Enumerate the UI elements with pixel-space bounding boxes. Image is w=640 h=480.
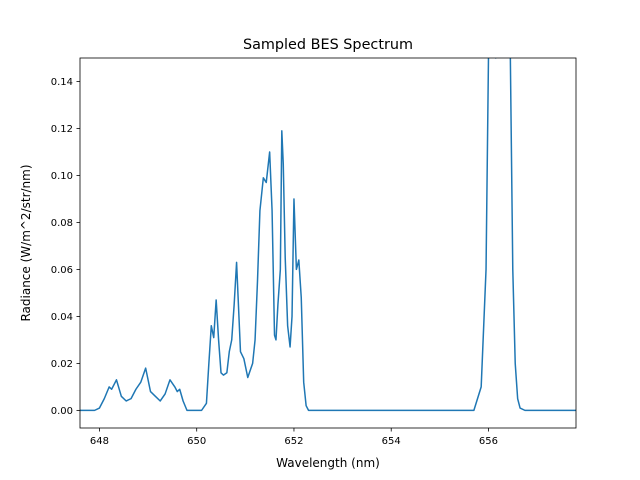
series-line-0	[80, 58, 576, 412]
x-tick-label: 652	[284, 436, 303, 447]
plot-frame	[79, 57, 577, 429]
y-tick-label: 0.06	[51, 265, 73, 276]
data-lines	[80, 58, 576, 412]
y-tick-label: 0.08	[51, 218, 73, 229]
y-tick-label: 0.12	[51, 124, 73, 135]
y-axis-label: Radiance (W/m^2/str/nm)	[19, 164, 33, 321]
x-tick-label: 650	[187, 436, 206, 447]
y-tick-label: 0.14	[51, 77, 73, 88]
x-tick-label: 654	[382, 436, 401, 447]
plot-area	[80, 58, 576, 428]
x-ticks: 648 650 652 654 656	[90, 428, 498, 447]
chart-title: Sampled BES Spectrum	[243, 37, 413, 53]
y-tick-label: 0.10	[51, 171, 73, 182]
x-tick-label: 656	[479, 436, 498, 447]
y-tick-label: 0.00	[51, 406, 73, 417]
x-tick-label: 648	[90, 436, 109, 447]
y-tick-label: 0.02	[51, 359, 73, 370]
y-ticks: 0.00 0.02 0.04 0.06 0.08 0.10 0.12 0.14	[51, 77, 80, 417]
y-tick-label: 0.04	[51, 312, 73, 323]
x-axis-label: Wavelength (nm)	[276, 456, 380, 470]
